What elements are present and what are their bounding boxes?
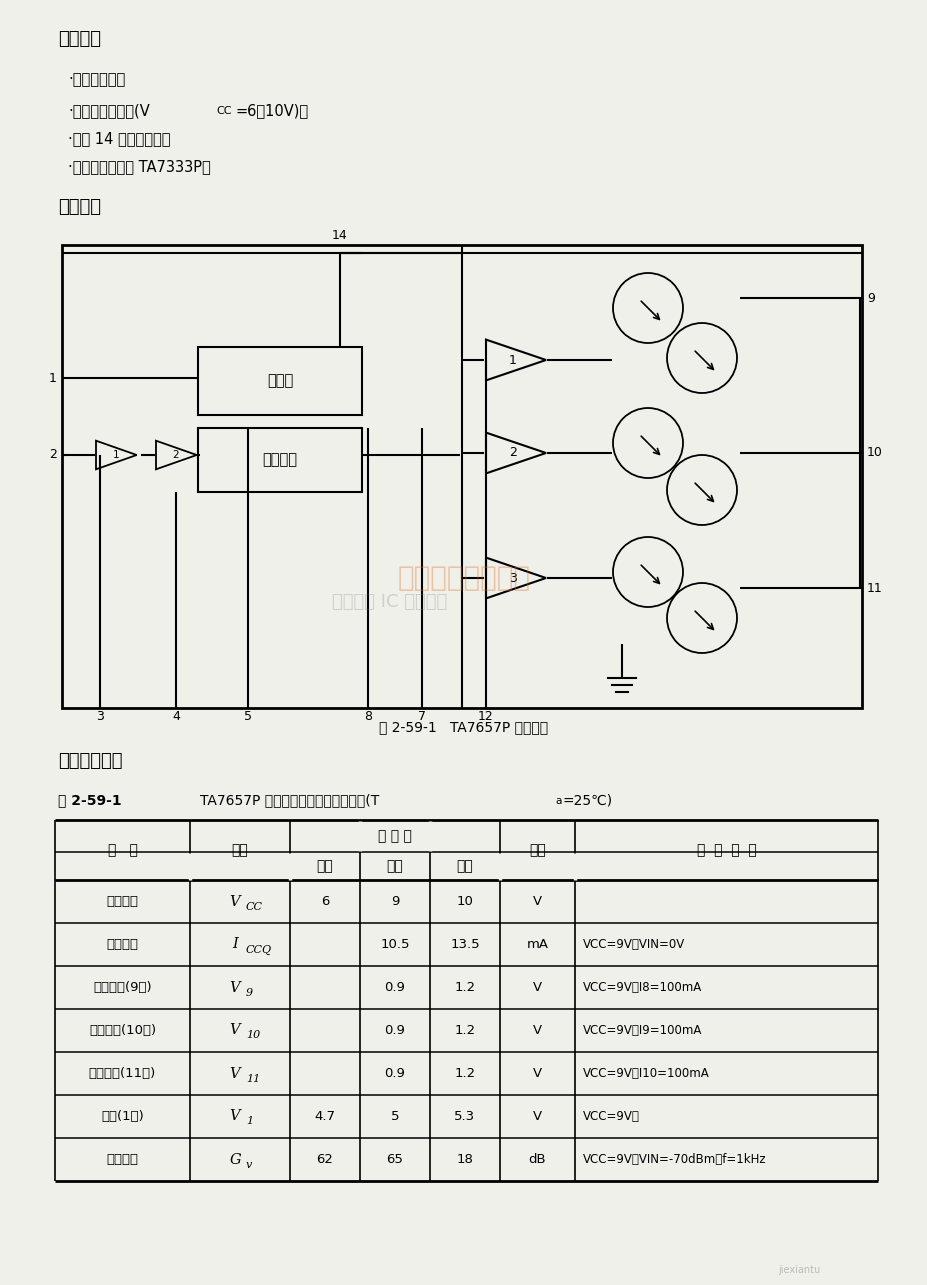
Text: 7: 7 (417, 711, 425, 723)
Text: 1.2: 1.2 (454, 980, 475, 995)
Text: VCC=9V，: VCC=9V， (582, 1110, 640, 1123)
Text: jiexiantu: jiexiantu (777, 1264, 819, 1275)
Text: 2: 2 (49, 448, 57, 461)
Text: 1: 1 (112, 450, 119, 460)
Text: 2: 2 (172, 450, 179, 460)
Text: 11: 11 (866, 582, 882, 595)
Text: 图 2-59-1   TA7657P 逻辑框图: 图 2-59-1 TA7657P 逻辑框图 (379, 720, 548, 734)
Text: 最大: 最大 (456, 858, 473, 873)
Text: CC: CC (246, 902, 262, 911)
Text: V: V (532, 980, 541, 995)
Text: CCQ: CCQ (246, 944, 272, 955)
Text: CC: CC (216, 105, 231, 116)
Text: TA7657P 电气技术指标符号及参数值(T: TA7657P 电气技术指标符号及参数值(T (200, 793, 379, 807)
Text: 符号: 符号 (232, 843, 248, 857)
Text: V: V (230, 894, 240, 908)
Text: 8: 8 (363, 711, 372, 723)
Text: 1: 1 (246, 1117, 253, 1127)
Text: a: a (554, 795, 561, 806)
Text: ·外围元件少。: ·外围元件少。 (68, 72, 125, 87)
Text: 3: 3 (96, 711, 104, 723)
Text: dB: dB (528, 1153, 546, 1165)
Text: 62: 62 (316, 1153, 333, 1165)
Text: 5.3: 5.3 (454, 1110, 475, 1123)
Text: 9: 9 (246, 987, 253, 997)
Text: 测  试  条  件: 测 试 条 件 (696, 843, 756, 857)
Text: 10: 10 (866, 446, 882, 460)
Bar (62, 245, 861, 708)
Text: 1: 1 (509, 353, 516, 366)
Text: 1: 1 (49, 371, 57, 384)
Text: 单位: 单位 (528, 843, 545, 857)
Text: V: V (230, 1023, 240, 1037)
Text: 18: 18 (456, 1153, 473, 1165)
Text: 0.9: 0.9 (384, 1024, 405, 1037)
Text: 10.5: 10.5 (380, 938, 410, 951)
Text: 电压(1脚): 电压(1脚) (101, 1110, 144, 1123)
Text: VCC=9V，VIN=-70dBm，f=1kHz: VCC=9V，VIN=-70dBm，f=1kHz (582, 1153, 766, 1165)
Text: =25℃): =25℃) (563, 793, 613, 807)
Bar (197, 428, 362, 492)
Text: 14: 14 (332, 229, 348, 242)
Text: 4.7: 4.7 (314, 1110, 336, 1123)
Text: VCC=9V，I8=100mA: VCC=9V，I8=100mA (582, 980, 702, 995)
Text: V: V (230, 980, 240, 995)
Text: 静态电流: 静态电流 (107, 938, 138, 951)
Text: 稳压器: 稳压器 (267, 374, 293, 388)
Text: v: v (246, 1159, 252, 1169)
Text: V: V (230, 1109, 240, 1123)
Text: 9: 9 (390, 894, 399, 908)
Text: V: V (532, 1110, 541, 1123)
Text: 电气技术指标: 电气技术指标 (57, 752, 122, 770)
Text: VCC=9V，VIN=0V: VCC=9V，VIN=0V (582, 938, 684, 951)
Text: I: I (232, 938, 237, 951)
Text: V: V (230, 1067, 240, 1081)
Text: 9: 9 (866, 292, 874, 305)
Text: ·双列 14 脚塑料封装。: ·双列 14 脚塑料封装。 (68, 131, 171, 146)
Text: 4: 4 (171, 711, 180, 723)
Text: 杭州维库电子商城: 杭州维库电子商城 (397, 564, 530, 592)
Text: V: V (532, 894, 541, 908)
Text: 2: 2 (509, 446, 516, 460)
Text: 电压增益: 电压增益 (107, 1153, 138, 1165)
Text: 1.2: 1.2 (454, 1024, 475, 1037)
Text: V: V (532, 1067, 541, 1079)
Text: 名   称: 名 称 (108, 843, 137, 857)
Text: 10: 10 (456, 894, 473, 908)
Text: 最小: 最小 (316, 858, 333, 873)
Text: 0.9: 0.9 (384, 1067, 405, 1079)
Text: 表 2-59-1: 表 2-59-1 (57, 793, 121, 807)
Text: =6～10V)。: =6～10V)。 (235, 103, 309, 118)
Text: mA: mA (526, 938, 548, 951)
Text: 电源电压: 电源电压 (107, 894, 138, 908)
Text: 10: 10 (246, 1031, 260, 1041)
Text: G: G (229, 1153, 240, 1167)
Text: 逻辑框图: 逻辑框图 (57, 198, 101, 216)
Text: 11: 11 (246, 1073, 260, 1083)
Text: 参 数 值: 参 数 值 (377, 829, 412, 843)
Text: 5: 5 (244, 711, 252, 723)
Text: ·工作电压范围宽(V: ·工作电压范围宽(V (68, 103, 149, 118)
Text: 65: 65 (387, 1153, 403, 1165)
Text: 5: 5 (390, 1110, 399, 1123)
Text: 0.9: 0.9 (384, 980, 405, 995)
Text: 饱和电压(11脚): 饱和电压(11脚) (89, 1067, 156, 1079)
Text: 6: 6 (321, 894, 329, 908)
Text: 12: 12 (477, 711, 493, 723)
Text: 积分电路: 积分电路 (262, 452, 298, 468)
Text: 饱和电压(10脚): 饱和电压(10脚) (89, 1024, 156, 1037)
Text: V: V (532, 1024, 541, 1037)
Text: VCC=9V，I9=100mA: VCC=9V，I9=100mA (582, 1024, 702, 1037)
Text: ·配套使用型号为 TA7333P。: ·配套使用型号为 TA7333P。 (68, 159, 210, 173)
Text: 典型: 典型 (387, 858, 403, 873)
Text: 全球最大 IC 采购网站: 全球最大 IC 采购网站 (332, 592, 447, 610)
Text: VCC=9V，I10=100mA: VCC=9V，I10=100mA (582, 1067, 709, 1079)
Text: 1.2: 1.2 (454, 1067, 475, 1079)
Text: 饱和电压(9脚): 饱和电压(9脚) (93, 980, 152, 995)
Bar (197, 347, 362, 415)
Text: 13.5: 13.5 (450, 938, 479, 951)
Text: 技术特点: 技术特点 (57, 30, 101, 48)
Text: 3: 3 (509, 572, 516, 585)
